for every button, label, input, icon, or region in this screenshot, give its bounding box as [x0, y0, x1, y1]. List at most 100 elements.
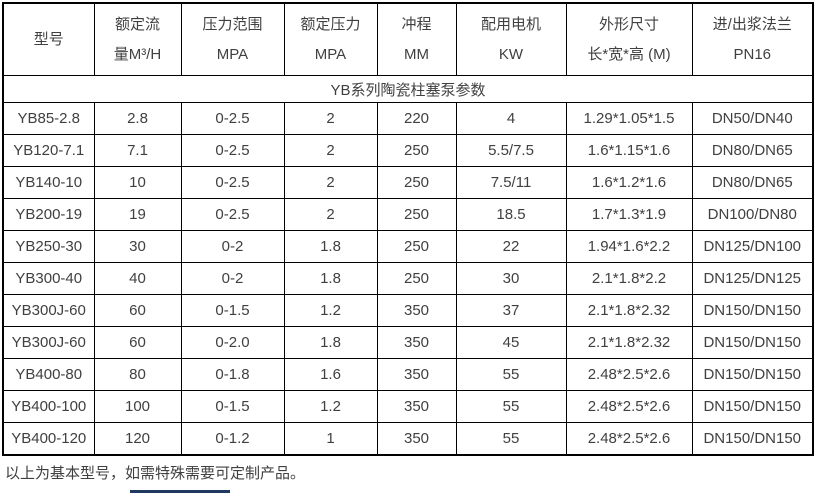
column-header-line: KW [498, 45, 524, 63]
column-header: 外形尺寸长*宽*高 (M) [565, 2, 693, 76]
table-cell: DN125/DN125 [691, 262, 814, 295]
table-cell: YB85-2.8 [2, 102, 95, 135]
table-cell: 0-2 [180, 230, 285, 263]
table-cell: 7.5/11 [455, 166, 567, 199]
table-cell: 250 [376, 166, 457, 199]
table-cell: 2 [283, 198, 378, 231]
table-cell: DN150/DN150 [691, 390, 814, 423]
table-title: YB系列陶瓷柱塞泵参数 [2, 75, 814, 103]
table-cell: 30 [93, 230, 182, 263]
table-cell: DN150/DN150 [691, 326, 814, 359]
table-cell: 0-1.8 [180, 358, 285, 391]
table-cell: DN150/DN150 [691, 294, 814, 327]
column-header-line: MPA [216, 45, 249, 63]
table-cell: 10 [93, 166, 182, 199]
table-cell: 1.29*1.05*1.5 [565, 102, 693, 135]
table-row: YB200-19 19 0-2.5 2 250 18.5 1.7*1.3*1.9 DN100/… [2, 198, 814, 231]
table-cell: 55 [455, 390, 567, 423]
table-cell: 37 [455, 294, 567, 327]
table-cell: 60 [93, 326, 182, 359]
table-cell: DN50/DN40 [691, 102, 814, 135]
table-cell: 220 [376, 102, 457, 135]
table-cell: 350 [376, 422, 457, 456]
table-cell: 2 [283, 102, 378, 135]
table-row: YB400-80 80 0-1.8 1.6 350 55 2.48*2.5*2.6 DN150… [2, 358, 814, 391]
table-cell: 0-2 [180, 262, 285, 295]
table-cell: 5.5/7.5 [455, 134, 567, 167]
table-cell: 80 [93, 358, 182, 391]
column-header-line: 进/出浆法兰 [712, 15, 792, 33]
column-header: 冲程 MM [376, 2, 457, 76]
table-cell: 2 [283, 166, 378, 199]
table-cell: 30 [455, 262, 567, 295]
spec-table: YB系列陶瓷柱塞泵参数 型号 额定流 量M³/H 压力范围 MPA 额定压力 MPA 冲程 MM… [2, 2, 814, 456]
footer-note: 以上为基本型号，如需特殊需要可定制产品。 [5, 465, 306, 482]
table-cell: 0-2.5 [180, 166, 285, 199]
table-cell: 4 [455, 102, 567, 135]
table-cell: 40 [93, 262, 182, 295]
table-cell: 0-1.2 [180, 422, 285, 456]
table-row: YB300J-60 60 0-1.5 1.2 350 37 2.1*1.8*2.32 DN15… [2, 294, 814, 327]
table-cell: 2 [283, 134, 378, 167]
table-cell: 250 [376, 262, 457, 295]
table-cell: 1.7*1.3*1.9 [565, 198, 693, 231]
header-row: 型号 额定流 量M³/H 压力范围 MPA 额定压力 MPA 冲程 MM 配用电机 KW 外形尺寸 长*… [2, 2, 814, 76]
table-cell: 55 [455, 358, 567, 391]
table-row: YB85-2.8 2.8 0-2.5 2 220 4 1.29*1.05*1.5 DN50/D… [2, 102, 814, 135]
table-cell: YB400-80 [2, 358, 95, 391]
table-cell: 250 [376, 230, 457, 263]
table-cell: YB400-100 [2, 390, 95, 423]
table-cell: YB120-7.1 [2, 134, 95, 167]
table-cell: DN80/DN65 [691, 134, 814, 167]
table-cell: 7.1 [93, 134, 182, 167]
table-cell: 2.1*1.8*2.32 [565, 294, 693, 327]
column-header: 型号 [2, 2, 95, 76]
table-cell: 19 [93, 198, 182, 231]
table-cell: 2.8 [93, 102, 182, 135]
table-cell: YB200-19 [2, 198, 95, 231]
table-cell: 350 [376, 326, 457, 359]
table-cell: 1 [283, 422, 378, 456]
table-cell: DN150/DN150 [691, 422, 814, 456]
table-row: YB120-7.1 7.1 0-2.5 2 250 5.5/7.5 1.6*1.15*1.6… [2, 134, 814, 167]
table-row: YB400-120 120 0-1.2 1 350 55 2.48*2.5*2.6 DN150… [2, 422, 814, 456]
column-header-line: 型号 [33, 30, 64, 48]
title-row: YB系列陶瓷柱塞泵参数 [2, 75, 814, 103]
header-row-container: 型号 额定流 量M³/H 压力范围 MPA 额定压力 MPA 冲程 MM 配用电机 KW 外形尺寸 长*… [2, 2, 814, 76]
table-cell: 120 [93, 422, 182, 456]
table-cell: DN125/DN100 [691, 230, 814, 263]
table-row: YB250-30 30 0-2 1.8 250 22 1.94*1.6*2.2 DN125/D… [2, 230, 814, 263]
table-cell: 0-2.5 [180, 134, 285, 167]
column-header-line: 冲程 [401, 15, 432, 33]
table-cell: 2.48*2.5*2.6 [565, 358, 693, 391]
table-body: YB85-2.8 2.8 0-2.5 2 220 4 1.29*1.05*1.5 DN50/D… [2, 102, 814, 456]
table-row: YB300J-60 60 0-2.0 1.8 350 45 2.1*1.8*2.32 DN15… [2, 326, 814, 359]
column-header-line: 长*宽*高 (M) [587, 45, 671, 63]
table-cell: YB140-10 [2, 166, 95, 199]
table-cell: 350 [376, 358, 457, 391]
table-cell: 1.94*1.6*2.2 [565, 230, 693, 263]
table-row: YB300-40 40 0-2 1.8 250 30 2.1*1.8*2.2 DN125/DN… [2, 262, 814, 295]
column-header: 进/出浆法兰 PN16 [691, 2, 814, 76]
table-cell: 60 [93, 294, 182, 327]
cutoff-element-line [130, 490, 230, 493]
column-header-line: 外形尺寸 [598, 15, 659, 33]
table-cell: 1.6 [283, 358, 378, 391]
column-header-line: 量M³/H [113, 45, 162, 63]
table-cell: YB300-40 [2, 262, 95, 295]
column-header-line: 配用电机 [480, 15, 541, 33]
column-header: 压力范围 MPA [180, 2, 285, 76]
table-cell: 100 [93, 390, 182, 423]
table-cell: 0-2.5 [180, 198, 285, 231]
table-cell: 22 [455, 230, 567, 263]
column-header-line: MPA [314, 45, 347, 63]
table-cell: 1.6*1.2*1.6 [565, 166, 693, 199]
table-cell: 1.8 [283, 230, 378, 263]
table-cell: 2.48*2.5*2.6 [565, 390, 693, 423]
column-header-line: PN16 [733, 45, 772, 63]
column-header: 额定压力 MPA [283, 2, 378, 76]
table-cell: DN150/DN150 [691, 358, 814, 391]
table-cell: DN100/DN80 [691, 198, 814, 231]
table-cell: 1.8 [283, 326, 378, 359]
table-cell: 0-2.5 [180, 102, 285, 135]
